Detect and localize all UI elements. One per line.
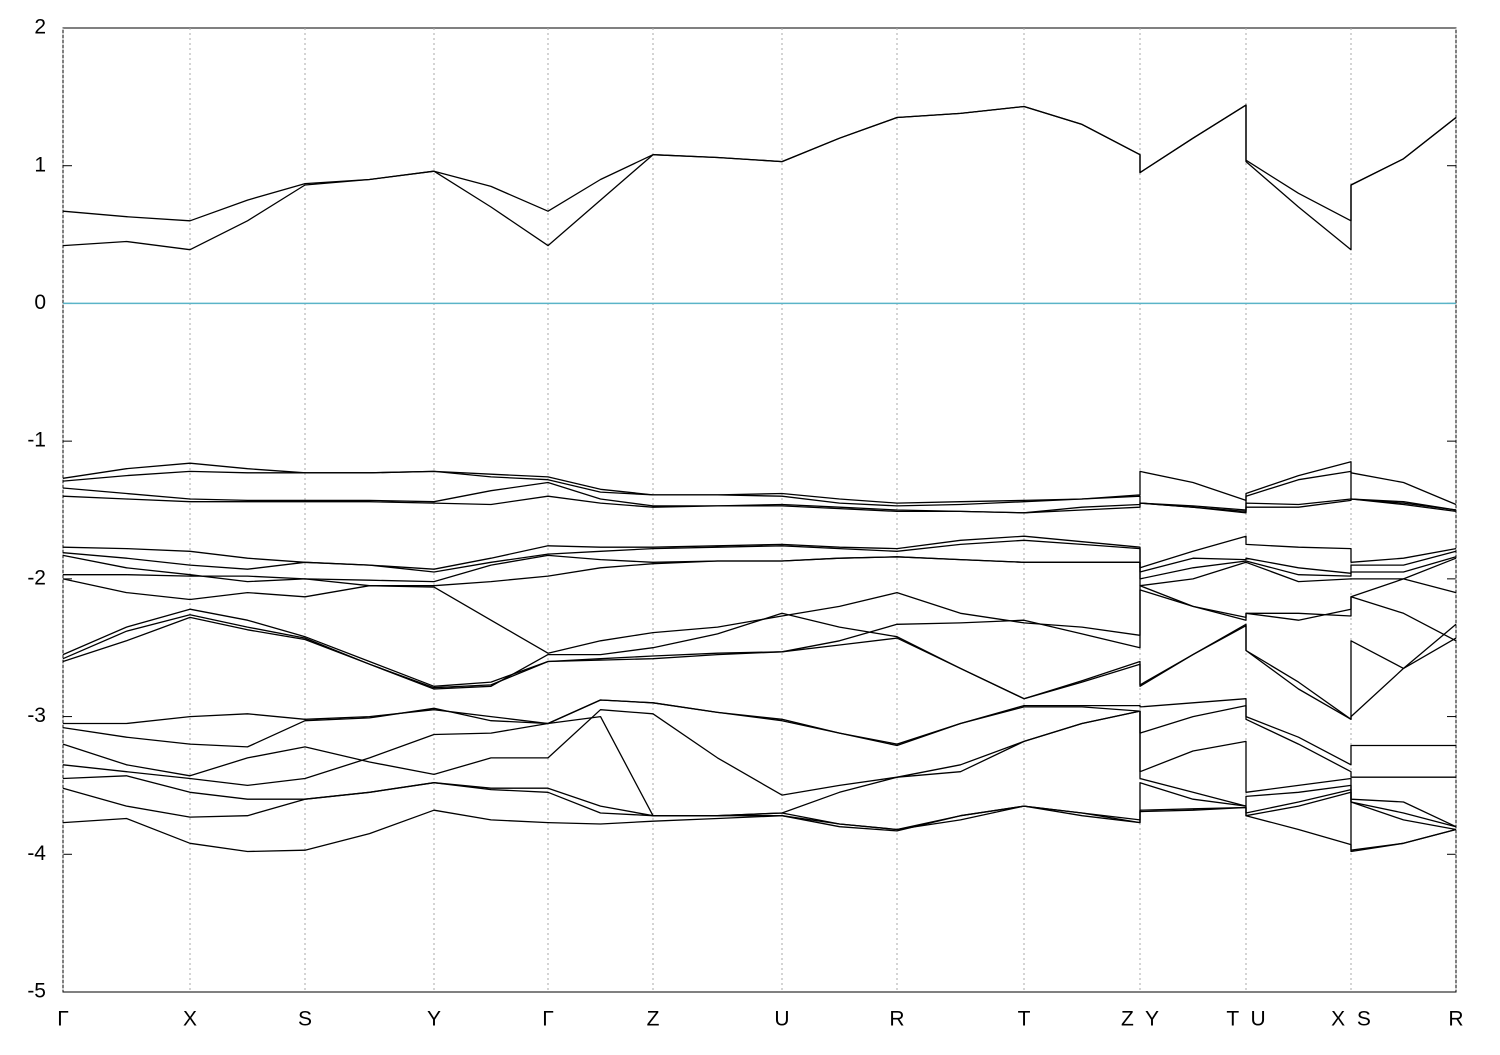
x-tick-label: S bbox=[298, 1008, 312, 1031]
band-line bbox=[63, 698, 1456, 766]
x-tick-label: X bbox=[183, 1008, 197, 1031]
band-line bbox=[62, 470, 1457, 511]
band-line bbox=[62, 782, 1457, 851]
x-tick-label: T bbox=[1018, 1008, 1031, 1031]
band-line bbox=[62, 614, 1457, 720]
x-tick-label: R bbox=[1448, 1008, 1463, 1031]
x-tick-label: Γ bbox=[542, 1008, 554, 1031]
band-line bbox=[62, 495, 1457, 514]
band-line bbox=[62, 699, 1456, 778]
band-line bbox=[62, 710, 1457, 828]
y-tick-label: -1 bbox=[27, 429, 46, 452]
band-line bbox=[62, 775, 1457, 831]
band-line bbox=[62, 589, 1457, 687]
band-line bbox=[62, 535, 1457, 570]
band-line bbox=[63, 556, 1457, 587]
band-line bbox=[62, 578, 1457, 654]
x-tick-label: R bbox=[889, 1008, 904, 1031]
x-tick-label: Y bbox=[427, 1008, 441, 1031]
y-tick-label: 0 bbox=[34, 291, 46, 314]
y-tick-label: -2 bbox=[27, 566, 46, 589]
y-tick-label: 1 bbox=[34, 153, 46, 176]
x-tick-label: X S bbox=[1331, 1008, 1371, 1031]
x-tick-label: Γ bbox=[57, 1008, 69, 1031]
y-tick-label: -3 bbox=[27, 704, 46, 727]
band-line bbox=[62, 461, 1457, 506]
x-tick-label: T U bbox=[1226, 1008, 1265, 1031]
y-tick-label: -4 bbox=[27, 842, 46, 865]
band-line bbox=[62, 539, 1457, 574]
x-tick-label: U bbox=[774, 1008, 789, 1031]
band-line bbox=[62, 805, 1457, 853]
plot-frame bbox=[62, 27, 1457, 993]
y-tick-label: -5 bbox=[27, 980, 46, 1003]
band-line bbox=[62, 709, 1457, 828]
y-tick-label: 2 bbox=[34, 16, 46, 39]
band-line bbox=[62, 104, 1457, 251]
band-line bbox=[62, 612, 1457, 720]
x-tick-label: Z bbox=[647, 1008, 660, 1031]
x-tick-label: Z Y bbox=[1121, 1008, 1159, 1031]
band-line bbox=[62, 481, 1457, 514]
